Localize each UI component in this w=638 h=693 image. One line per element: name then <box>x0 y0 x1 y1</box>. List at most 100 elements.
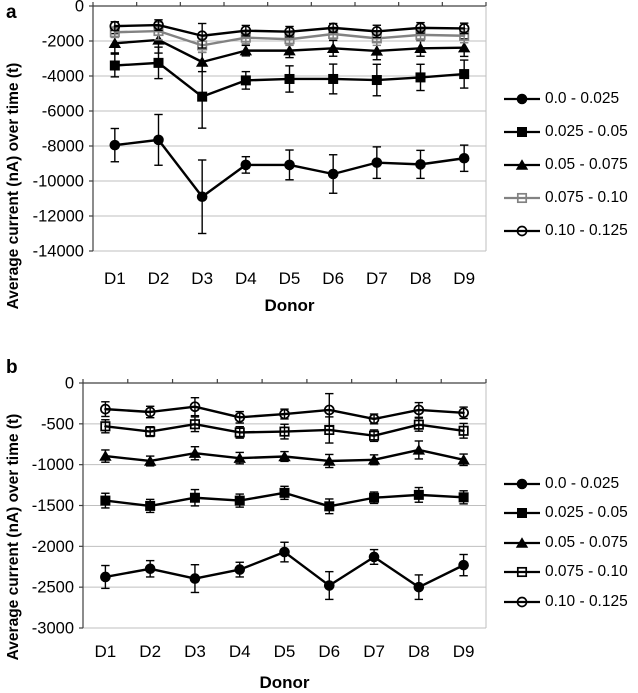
error-bar <box>416 63 425 92</box>
error-bar <box>459 553 468 577</box>
error-bar <box>154 19 163 32</box>
error-bar <box>459 453 468 467</box>
error-bar <box>190 397 200 417</box>
legend-item-0-025-0-05: 0.025 - 0.05 <box>503 115 638 148</box>
error-bar <box>154 113 163 166</box>
error-bar <box>190 488 200 507</box>
legend-label: 0.10 - 0.125 <box>545 221 628 239</box>
x-tick-label: D5 <box>274 642 296 661</box>
open-circle-icon <box>504 596 540 608</box>
x-tick-label: D5 <box>279 269 301 288</box>
x-tick-label: D6 <box>322 269 344 288</box>
panel-a-x-axis-title: Donor <box>264 296 315 315</box>
x-tick-label: D2 <box>139 642 161 661</box>
panel-a-plot-area: 0 -2000 -4000 -6000 -8000 -10000 -12000 -14000 D… <box>33 0 487 288</box>
error-bar <box>369 454 379 466</box>
error-bar <box>101 449 110 463</box>
error-bar <box>459 22 469 35</box>
x-tick-label: D1 <box>95 642 117 661</box>
series-0-025-0-05 <box>100 485 469 515</box>
legend-item-0-10-0-125: 0.10 - 0.125 <box>503 587 638 617</box>
error-bar <box>235 493 244 508</box>
legend-label: 0.075 - 0.10 <box>545 563 628 581</box>
legend-item-0-10-0-125: 0.10 - 0.125 <box>503 214 638 247</box>
x-tick-label: D1 <box>104 269 126 288</box>
legend-item-0-0-0-025: 0.0 - 0.025 <box>503 469 638 499</box>
x-tick-label: D8 <box>408 642 430 661</box>
y-tick-label: -2000 <box>32 538 74 556</box>
error-bar <box>280 423 289 440</box>
x-tick-label: D7 <box>363 642 385 661</box>
error-bar <box>285 149 294 181</box>
error-bar <box>369 548 379 566</box>
error-bar <box>414 401 424 419</box>
error-bar <box>280 450 289 463</box>
series-0-05-0-075 <box>99 440 470 469</box>
error-bar <box>325 570 334 601</box>
y-tick-label: -14000 <box>33 243 84 261</box>
x-tick-label: D2 <box>148 269 170 288</box>
filled-triangle-icon <box>504 158 540 170</box>
error-bar <box>328 154 338 194</box>
error-bar <box>145 498 155 514</box>
error-bar <box>459 59 469 89</box>
y-tick-label: -4000 <box>42 68 84 86</box>
error-bar <box>101 419 110 434</box>
error-bar <box>145 425 155 438</box>
legend-label: 0.10 - 0.125 <box>545 592 628 610</box>
error-bar <box>285 25 294 38</box>
y-tick-label: -8000 <box>42 138 84 156</box>
error-bar <box>372 24 382 39</box>
error-bar <box>369 491 379 505</box>
x-tick-label: D3 <box>184 642 206 661</box>
legend-item-0-05-0-075: 0.05 - 0.075 <box>503 148 638 181</box>
error-bar <box>416 149 425 180</box>
x-tick-label: D9 <box>453 269 475 288</box>
error-bar <box>190 564 200 594</box>
y-axis: 0 -2000 -4000 -6000 -8000 -10000 -12000 -14000 <box>33 0 94 261</box>
error-bar <box>414 440 424 460</box>
error-bar <box>459 406 468 420</box>
error-bar <box>145 559 155 578</box>
series-0-10-0-125 <box>100 392 469 427</box>
filled-square-icon <box>504 126 540 137</box>
legend-label: 0.05 - 0.075 <box>545 155 628 173</box>
series-0-025-0-05 <box>109 46 470 129</box>
error-bar <box>110 21 120 32</box>
error-bar <box>110 53 120 78</box>
error-bar <box>197 159 207 235</box>
filled-triangle-icon <box>504 536 540 548</box>
panel-b-x-axis-title: Donor <box>259 673 310 692</box>
y-tick-label: -12000 <box>33 208 84 226</box>
legend-label: 0.05 - 0.075 <box>545 533 628 551</box>
legend-item-0-025-0-05: 0.025 - 0.05 <box>503 499 638 529</box>
error-bar <box>110 127 120 163</box>
y-tick-label: 0 <box>65 375 74 393</box>
error-bar <box>241 155 251 174</box>
filled-circle-icon <box>504 478 540 490</box>
y-tick-label: 0 <box>75 0 84 16</box>
legend-item-0-075-0-10: 0.075 - 0.10 <box>503 558 638 588</box>
error-bar <box>459 422 468 439</box>
error-bar <box>328 63 338 95</box>
panel-b-plot-area: 0 -500 -1000 -1500 -2000 -2500 -3000 D1 D2 D3 D4 D5… <box>32 375 487 661</box>
panel-b-label: b <box>6 357 18 378</box>
filled-circle-icon <box>504 93 540 104</box>
error-bar <box>414 417 424 432</box>
error-bar <box>280 485 289 501</box>
error-bar <box>280 541 289 563</box>
legend-label: 0.0 - 0.025 <box>545 89 620 107</box>
series-0-0-0-025 <box>109 113 470 235</box>
legend-label: 0.0 - 0.025 <box>545 474 620 492</box>
error-bar <box>235 425 244 439</box>
open-circle-icon <box>504 225 540 236</box>
error-bar <box>325 392 334 427</box>
x-tick-label: D7 <box>366 269 388 288</box>
error-bar <box>285 65 294 93</box>
error-bar <box>280 408 289 420</box>
error-bar <box>101 492 110 509</box>
x-tick-label: D3 <box>191 269 213 288</box>
error-bar <box>145 405 155 419</box>
error-bar <box>372 146 382 180</box>
